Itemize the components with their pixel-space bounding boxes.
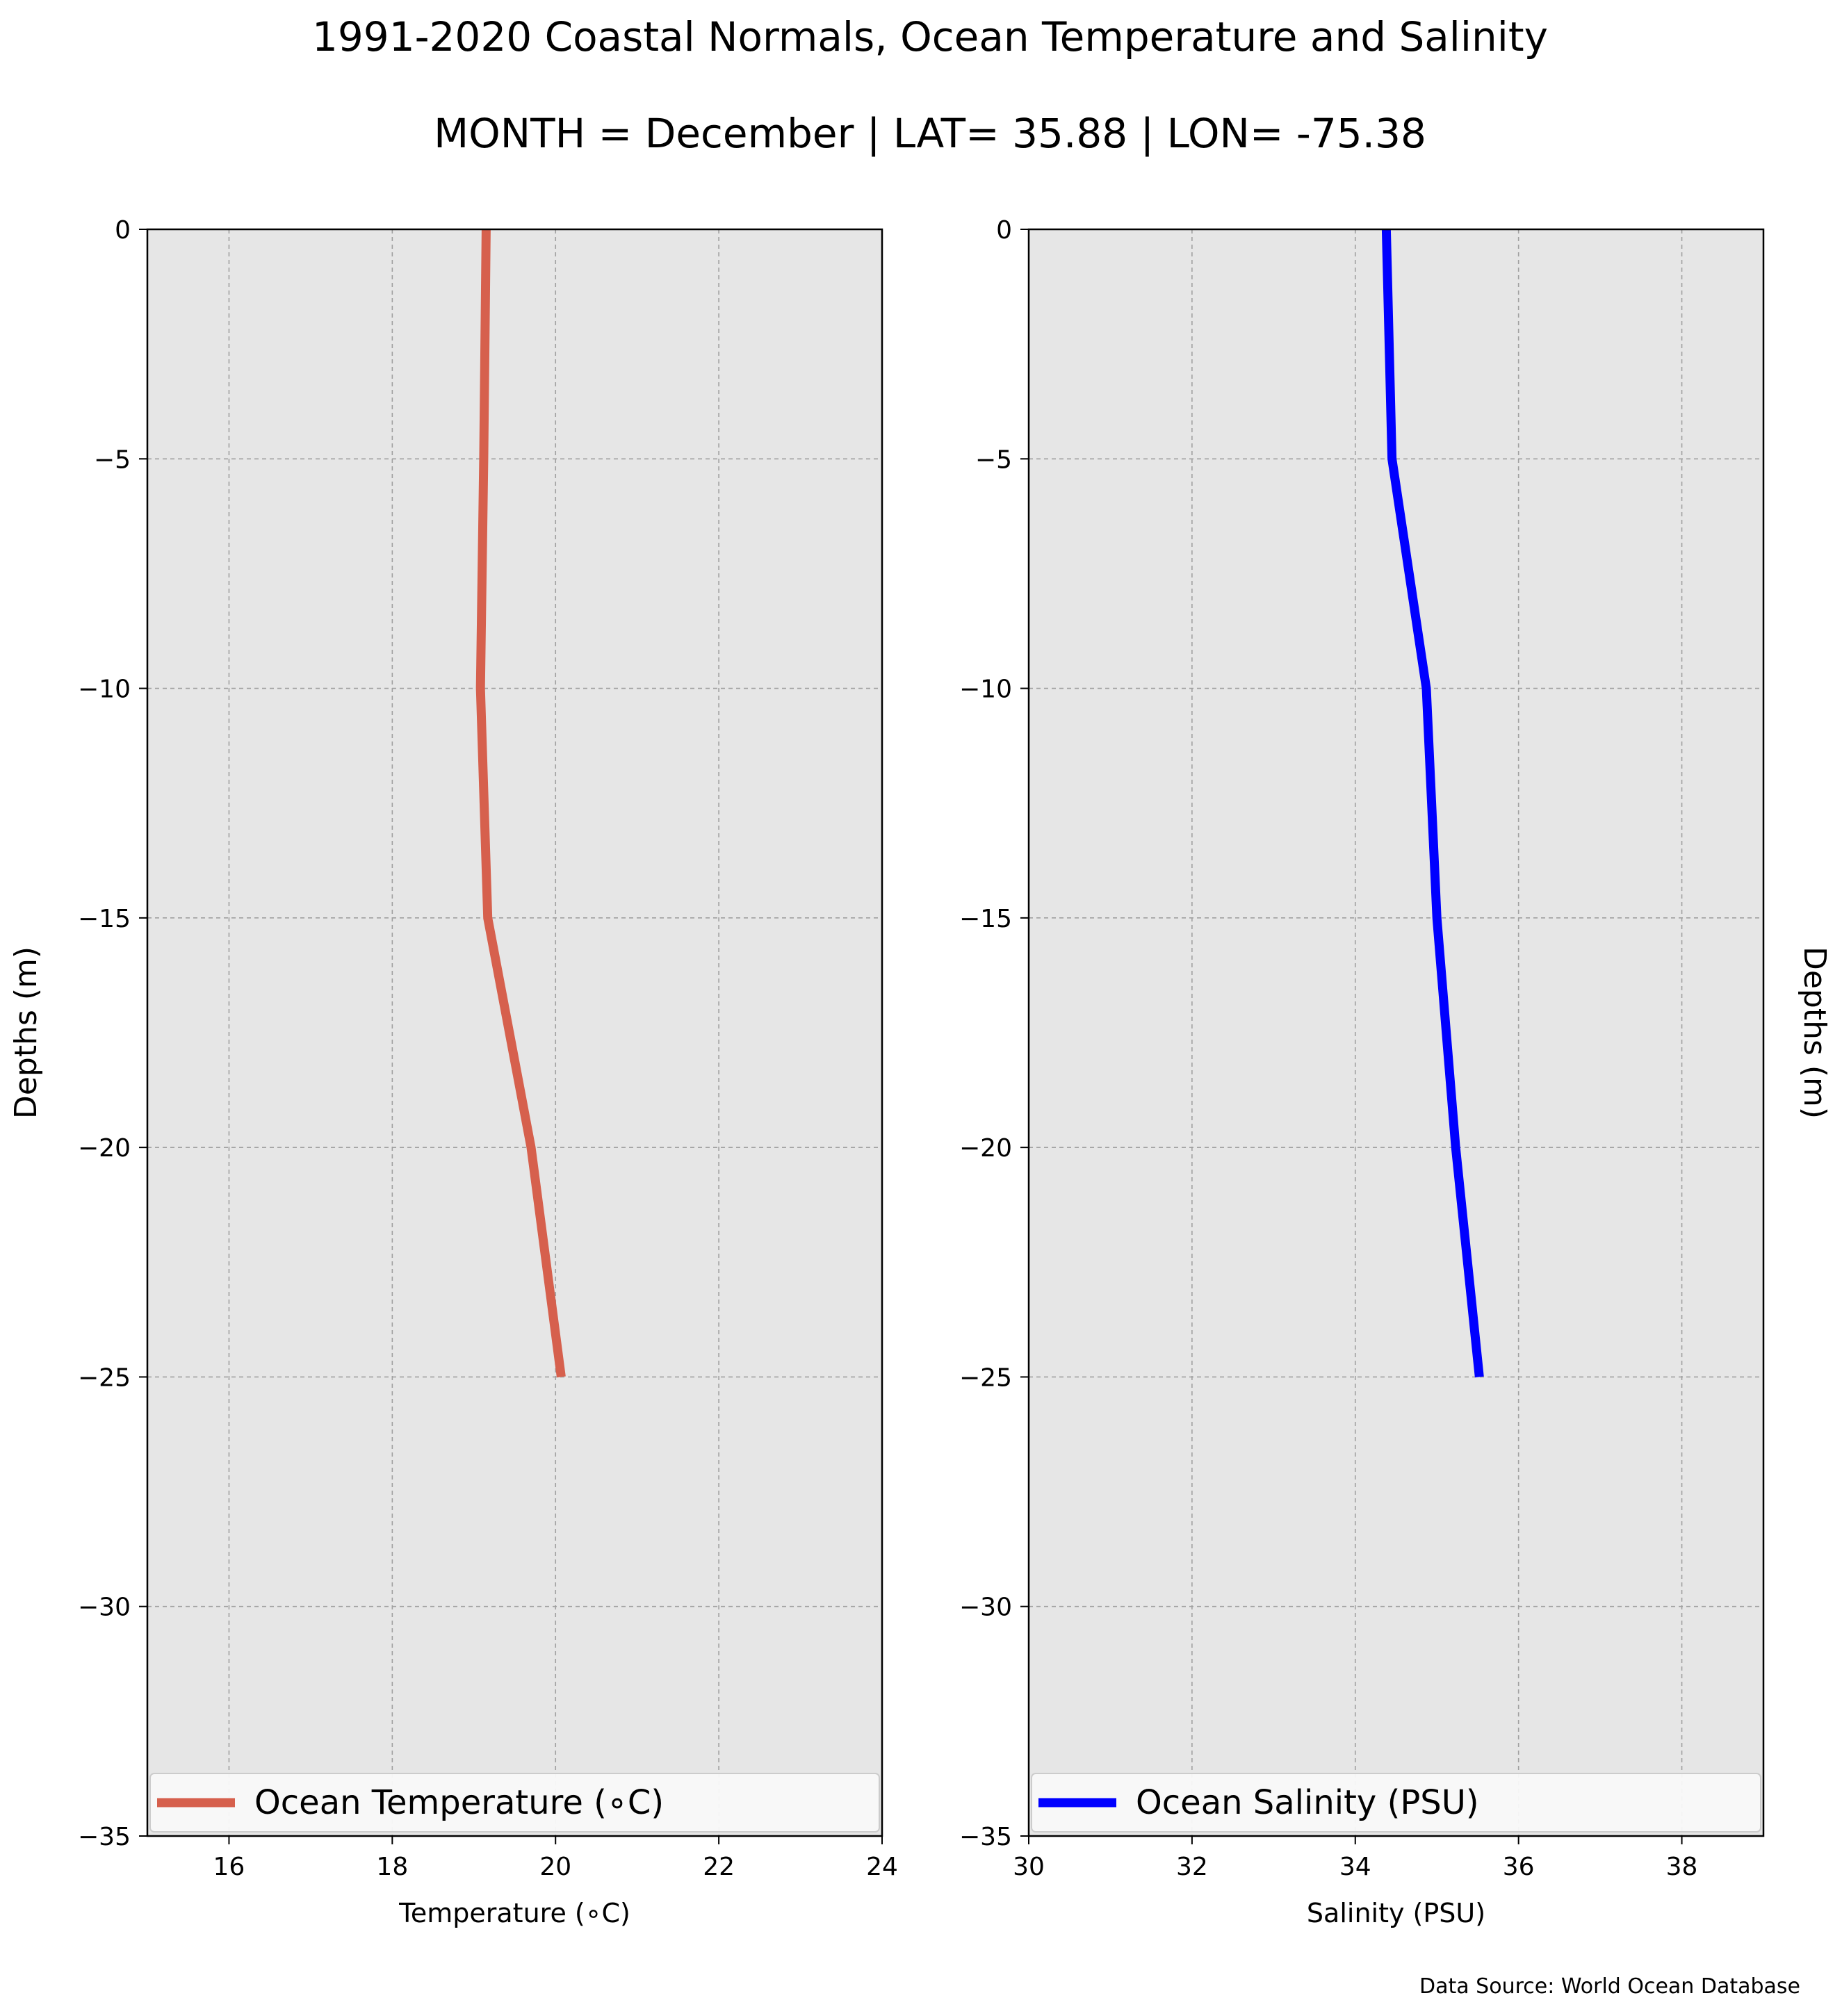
x-tick-label: 38 bbox=[1666, 1853, 1698, 1881]
y-tick-label: −5 bbox=[975, 445, 1012, 474]
legend-label: Ocean Temperature (∘C) bbox=[254, 1783, 664, 1822]
legend-box bbox=[1031, 1773, 1761, 1833]
x-tick-label: 20 bbox=[539, 1853, 571, 1881]
x-tick-label: 16 bbox=[213, 1853, 245, 1881]
chart-subtitle: MONTH = December | LAT= 35.88 | LON= -75… bbox=[434, 110, 1426, 157]
y-tick-label: 0 bbox=[996, 216, 1012, 245]
x-tick-label: 36 bbox=[1503, 1853, 1535, 1881]
axes-frame bbox=[146, 228, 883, 1837]
temperature-panel: 16 18 20 22 24 0 −5 −10 −15 −20 −25 −30 −35 Temperatu… bbox=[8, 216, 898, 1928]
y-tick-label: −5 bbox=[94, 445, 131, 474]
y-tick-label: −35 bbox=[959, 1823, 1012, 1851]
y-tick-label: −25 bbox=[78, 1363, 131, 1392]
y-tick-label: −20 bbox=[78, 1134, 131, 1163]
salinity-panel: 30 32 34 36 38 0 −5 −10 −15 −20 −25 −30 −35 Salinity … bbox=[959, 216, 1832, 1928]
y-tick-label: 0 bbox=[115, 216, 131, 245]
x-tick-label: 24 bbox=[866, 1853, 898, 1881]
legend-label: Ocean Salinity (PSU) bbox=[1136, 1783, 1479, 1822]
plot-area bbox=[147, 229, 882, 1836]
y-tick-label: −20 bbox=[959, 1134, 1012, 1163]
data-source-note: Data Source: World Ocean Database bbox=[1419, 1974, 1800, 1999]
axes-frame bbox=[1027, 228, 1765, 1837]
y-tick-label: −15 bbox=[78, 905, 131, 933]
y-tick-label: −25 bbox=[959, 1363, 1012, 1392]
x-tick-label: 34 bbox=[1339, 1853, 1371, 1881]
x-tick-label: 32 bbox=[1176, 1853, 1208, 1881]
y-axis-label: Depths (m) bbox=[1797, 946, 1832, 1119]
x-tick-label: 18 bbox=[376, 1853, 408, 1881]
y-tick-label: −10 bbox=[959, 675, 1012, 704]
y-axis-label: Depths (m) bbox=[8, 946, 44, 1119]
y-tick-label: −30 bbox=[959, 1593, 1012, 1622]
chart-title: 1991-2020 Coastal Normals, Ocean Tempera… bbox=[312, 13, 1548, 60]
x-axis-label: Salinity (PSU) bbox=[1307, 1898, 1485, 1928]
series-line bbox=[475, 229, 566, 1378]
x-tick-label: 22 bbox=[703, 1853, 735, 1881]
x-tick-label: 30 bbox=[1013, 1853, 1045, 1881]
series-line bbox=[1381, 229, 1484, 1378]
y-tick-label: −35 bbox=[78, 1823, 131, 1851]
y-tick-label: −10 bbox=[78, 675, 131, 704]
x-axis-label: Temperature (∘C) bbox=[398, 1898, 630, 1928]
y-tick-label: −30 bbox=[78, 1593, 131, 1622]
legend-box bbox=[149, 1773, 880, 1833]
y-tick-label: −15 bbox=[959, 905, 1012, 933]
